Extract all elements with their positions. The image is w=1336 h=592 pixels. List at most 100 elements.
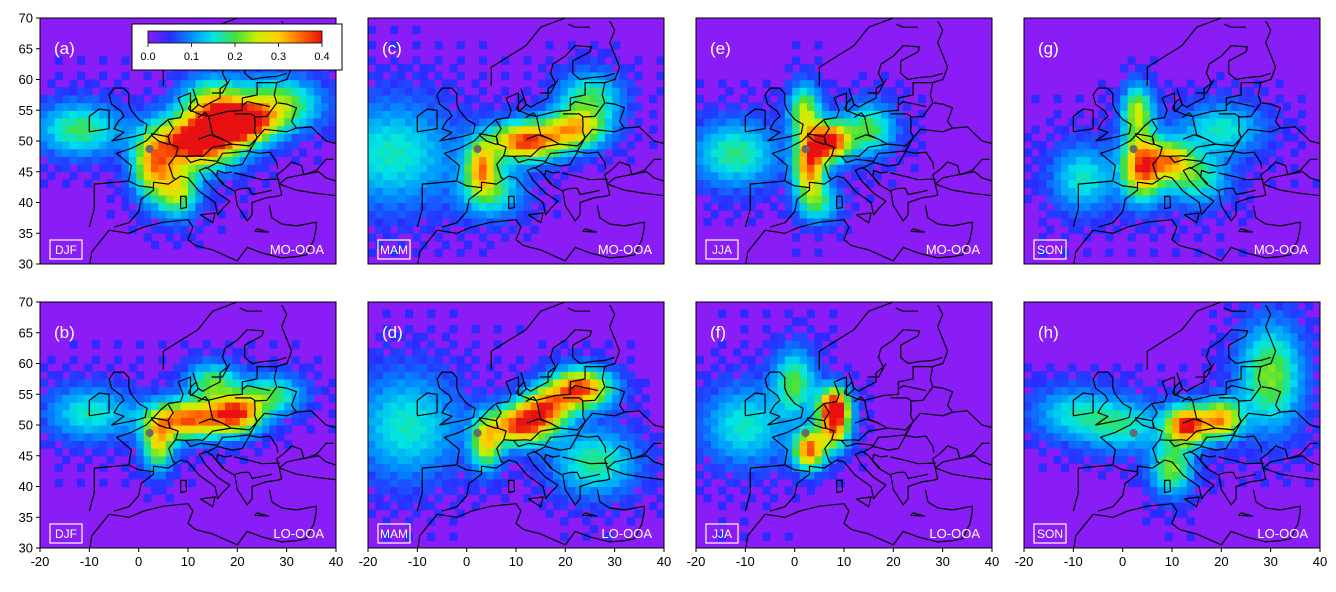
svg-text:MAM: MAM	[380, 243, 408, 257]
colorbar: 0.0 0.1 0.2 0.3 0.4	[131, 23, 343, 71]
x-tick-label: 40	[329, 554, 343, 569]
map-panel-h: (h) SON LO-OOA -20 -10 0 10 20 30 40	[1015, 301, 1327, 569]
x-tick-label: 20	[230, 554, 244, 569]
map-panel-d: (d) MAM LO-OOA -20 -10 0 10 20 30 40	[359, 301, 671, 569]
panel-label: (d)	[382, 323, 403, 342]
panel-frame	[367, 17, 665, 265]
panel-label: (e)	[710, 39, 731, 58]
panel-label: (h)	[1038, 323, 1059, 342]
x-tick-label: 10	[1165, 554, 1179, 569]
receptor-site-marker	[145, 428, 154, 437]
season-label: SON	[1033, 239, 1067, 260]
y-tick-label: 70	[19, 11, 33, 26]
x-tick-label: 30	[935, 554, 949, 569]
y-tick-label: 40	[19, 195, 33, 210]
svg-text:JJA: JJA	[712, 527, 732, 541]
x-tick-label: 10	[181, 554, 195, 569]
receptor-site-marker	[801, 144, 810, 153]
season-label: JJA	[705, 239, 739, 260]
coastlines-and-borders	[1072, 302, 1320, 548]
y-tick-label: 50	[19, 134, 33, 149]
factor-label: MO-OOA	[1254, 242, 1308, 257]
x-tick-label: 10	[837, 554, 851, 569]
x-tick-label: 0	[135, 554, 142, 569]
receptor-site-marker	[473, 428, 482, 437]
colorbar-tick-label: 0.2	[227, 51, 242, 63]
coastlines-and-borders	[744, 302, 992, 548]
panel-label: (a)	[54, 39, 75, 58]
season-label: DJF	[49, 239, 83, 260]
x-tick-label: -10	[408, 554, 427, 569]
map-panel-g: (g) SON MO-OOA	[1023, 17, 1321, 265]
svg-text:SON: SON	[1037, 527, 1063, 541]
receptor-site-marker	[473, 144, 482, 153]
season-label: MAM	[377, 239, 411, 260]
svg-text:DJF: DJF	[55, 243, 77, 257]
y-tick-label: 65	[19, 325, 33, 340]
x-tick-label: 20	[886, 554, 900, 569]
factor-label: MO-OOA	[270, 242, 324, 257]
x-tick-label: -20	[1015, 554, 1034, 569]
factor-label: MO-OOA	[598, 242, 652, 257]
x-tick-label: 0	[791, 554, 798, 569]
x-tick-label: 20	[1214, 554, 1228, 569]
colorbar-tick-label: 0.0	[140, 51, 155, 63]
y-tick-label: 65	[19, 41, 33, 56]
y-tick-label: 30	[19, 257, 33, 272]
panel-label: (g)	[1038, 39, 1059, 58]
concentration-field	[40, 340, 336, 503]
colorbar-tick-label: 0.3	[271, 51, 286, 63]
coastlines-and-borders	[1072, 18, 1320, 264]
receptor-site-marker	[145, 144, 154, 153]
panel-label: (c)	[382, 39, 402, 58]
x-tick-label: 0	[463, 554, 470, 569]
receptor-site-marker	[801, 428, 810, 437]
x-tick-label: 40	[985, 554, 999, 569]
map-panel-c: (c) MAM MO-OOA	[367, 17, 665, 265]
x-tick-label: 0	[1119, 554, 1126, 569]
y-tick-label: 55	[19, 103, 33, 118]
x-tick-label: 40	[657, 554, 671, 569]
y-tick-label: 45	[19, 448, 33, 463]
factor-label: LO-OOA	[601, 526, 652, 541]
factor-label: LO-OOA	[929, 526, 980, 541]
map-panel-f: (f) JJA LO-OOA -20 -10 0 10 20 30 40	[687, 301, 999, 569]
svg-text:JJA: JJA	[712, 243, 732, 257]
y-tick-label: 30	[19, 541, 33, 556]
y-tick-label: 50	[19, 418, 33, 433]
coastlines-and-borders	[744, 18, 992, 264]
x-tick-label: -20	[359, 554, 378, 569]
concentration-field	[1024, 56, 1320, 257]
y-tick-label: 45	[19, 164, 33, 179]
x-tick-label: -10	[736, 554, 755, 569]
colorbar-tick-label: 0.1	[184, 51, 199, 63]
receptor-site-marker	[1129, 428, 1138, 437]
season-label: DJF	[49, 523, 83, 544]
x-tick-label: 40	[1313, 554, 1327, 569]
y-tick-label: 40	[19, 479, 33, 494]
colorbar-tick-label: 0.4	[314, 51, 329, 63]
x-tick-label: -10	[80, 554, 99, 569]
y-tick-label: 35	[19, 226, 33, 241]
factor-label: LO-OOA	[273, 526, 324, 541]
y-tick-label: 60	[19, 72, 33, 87]
coastlines-and-borders	[416, 18, 664, 264]
y-tick-label: 35	[19, 510, 33, 525]
x-tick-label: 30	[1263, 554, 1277, 569]
svg-text:DJF: DJF	[55, 527, 77, 541]
x-tick-label: 30	[607, 554, 621, 569]
factor-label: LO-OOA	[1257, 526, 1308, 541]
x-tick-label: 30	[279, 554, 293, 569]
factor-label: MO-OOA	[926, 242, 980, 257]
panel-label: (b)	[54, 323, 75, 342]
season-label: MAM	[377, 523, 411, 544]
receptor-site-marker	[1129, 144, 1138, 153]
x-tick-label: 20	[558, 554, 572, 569]
x-tick-label: -20	[31, 554, 50, 569]
panel-label: (f)	[710, 323, 726, 342]
svg-text:MAM: MAM	[380, 527, 408, 541]
panel-frame	[695, 17, 993, 265]
y-tick-label: 70	[19, 295, 33, 310]
